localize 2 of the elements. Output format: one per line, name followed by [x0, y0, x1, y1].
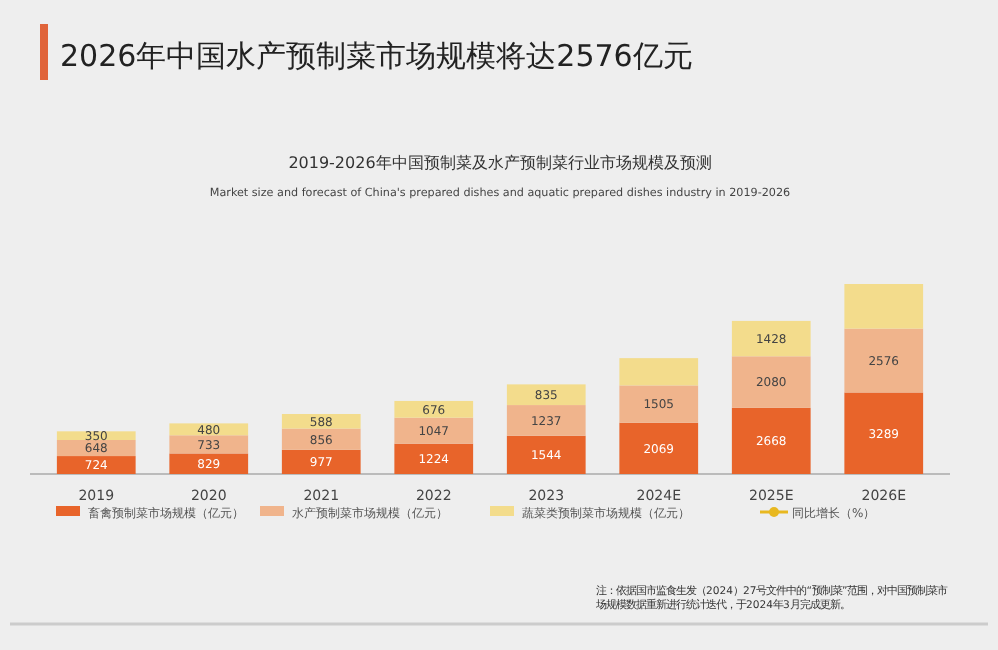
title: 2026年中国水产预制菜市场规模将达2576亿元 [60, 38, 693, 74]
subtitle: 2019-2026年中国预制菜及水产预制菜行业市场规模及预测 [288, 154, 712, 172]
